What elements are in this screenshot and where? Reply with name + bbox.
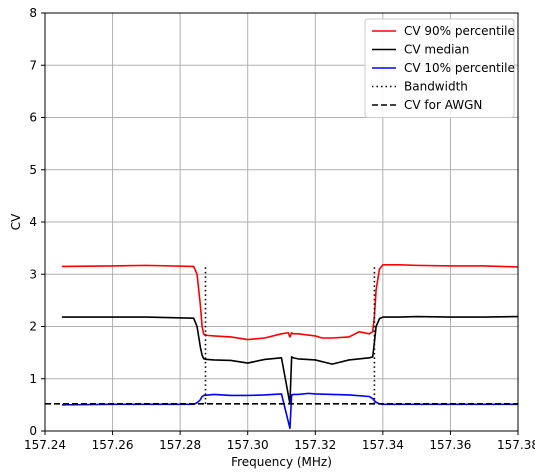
x-tick-label: 157.26 xyxy=(92,438,134,452)
series-layer xyxy=(45,264,519,430)
x-tick-label: 157.28 xyxy=(159,438,201,452)
y-axis-label: CV xyxy=(9,213,23,230)
x-axis-label: Frequency (MHz) xyxy=(231,455,332,469)
y-tick-label: 1 xyxy=(29,372,37,386)
y-tick-label: 8 xyxy=(29,6,37,20)
ticks: 157.24 157.26 157.28 157.30 157.32 157.34 157.… xyxy=(24,6,535,452)
series-line-cv-90-percentile xyxy=(61,264,519,341)
x-tick-label: 157.38 xyxy=(497,438,535,452)
legend-entry: CV for AWGN xyxy=(404,98,482,112)
x-tick-label: 157.36 xyxy=(429,438,471,452)
x-tick-label: 157.34 xyxy=(362,438,404,452)
legend-entry: CV median xyxy=(404,43,469,57)
x-tick-label: 157.32 xyxy=(294,438,336,452)
y-tick-label: 5 xyxy=(29,163,37,177)
legend-entry: CV 10% percentile xyxy=(404,61,515,75)
y-tick-label: 4 xyxy=(29,215,37,229)
legend-entry: CV 90% percentile xyxy=(404,24,515,38)
legend: CV 90% percentile CV median CV 10% percent… xyxy=(364,18,515,118)
legend-entry: Bandwidth xyxy=(404,80,468,94)
series-line-cv-median xyxy=(61,315,519,405)
y-tick-label: 6 xyxy=(29,111,37,125)
x-tick-label: 157.30 xyxy=(227,438,269,452)
x-tick-label: 157.24 xyxy=(24,438,66,452)
legend-frame xyxy=(364,18,515,118)
y-tick-label: 2 xyxy=(29,320,37,334)
y-tick-label: 0 xyxy=(29,424,37,438)
y-tick-label: 3 xyxy=(29,267,37,281)
y-tick-label: 7 xyxy=(29,58,37,72)
